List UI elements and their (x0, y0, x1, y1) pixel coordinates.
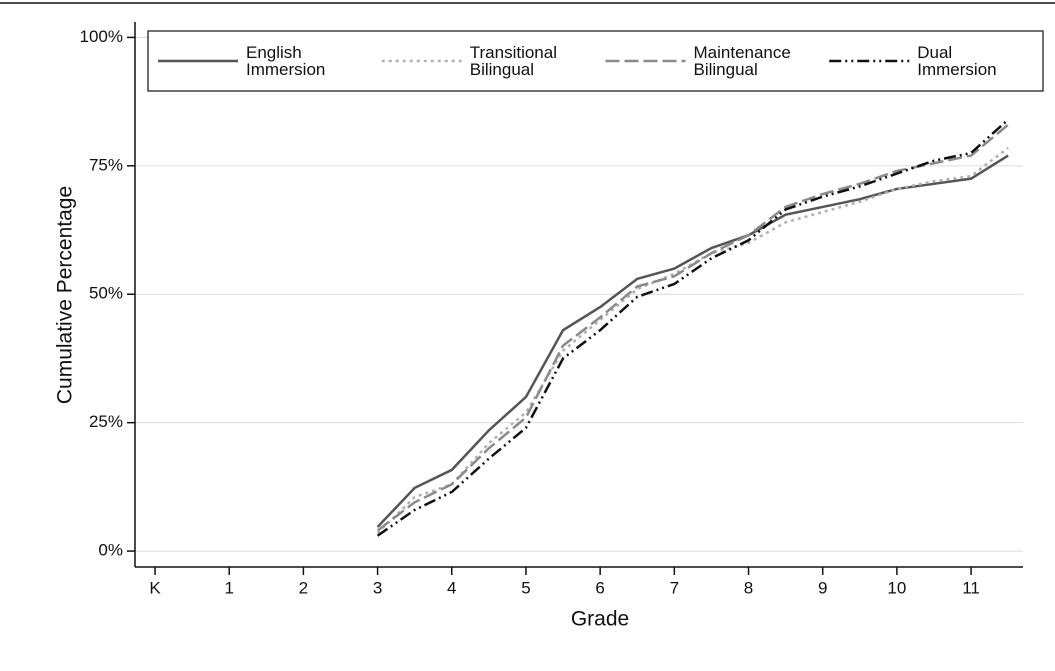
x-tick-label: 6 (595, 578, 604, 597)
y-tick-label: 0% (98, 541, 123, 560)
x-tick-label: 11 (962, 578, 980, 597)
y-axis-label: Cumulative Percentage (54, 186, 77, 404)
y-tick-label: 50% (89, 284, 123, 303)
x-tick-label: 2 (299, 578, 308, 597)
x-tick-label: 8 (744, 578, 753, 597)
y-tick-label: 75% (89, 155, 123, 174)
x-tick-label: 3 (373, 578, 382, 597)
x-axis-label: Grade (571, 608, 629, 631)
x-tick-label: 5 (521, 578, 530, 597)
series-line (376, 118, 1009, 537)
y-tick-label: 25% (89, 412, 123, 431)
legend-label: Dual Immersion (917, 43, 997, 79)
x-tick-label: 10 (887, 578, 906, 597)
series-line (376, 123, 1009, 532)
legend-label: Maintenance Bilingual (693, 43, 791, 79)
y-tick-label: 100% (80, 27, 123, 46)
x-tick-label: 9 (818, 578, 827, 597)
legend-label: English Immersion (246, 43, 326, 79)
series-line (376, 154, 1009, 528)
legend-label: Transitional Bilingual (469, 43, 557, 79)
x-tick-label: 7 (670, 578, 679, 597)
x-tick-label: 1 (224, 578, 233, 597)
x-tick-label: K (149, 578, 161, 597)
x-tick-label: 4 (447, 578, 456, 597)
